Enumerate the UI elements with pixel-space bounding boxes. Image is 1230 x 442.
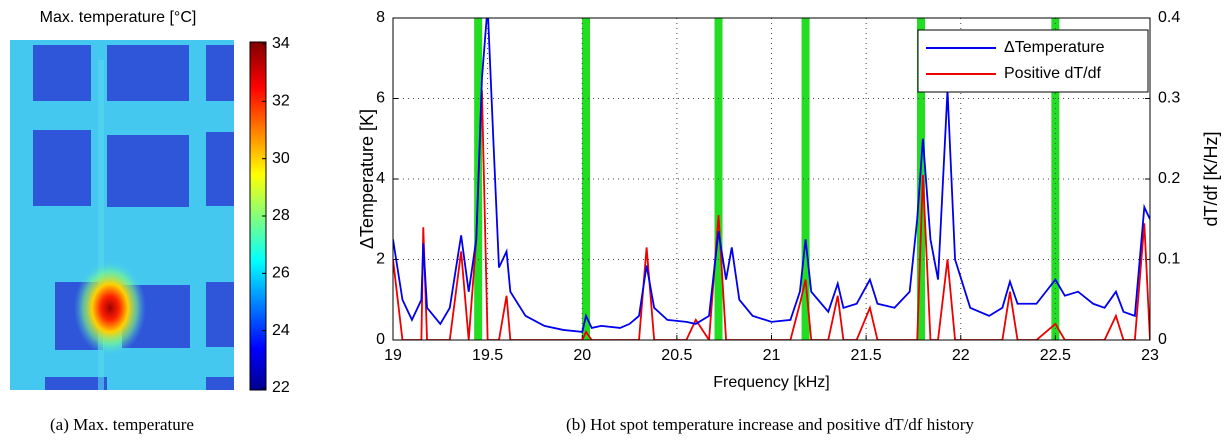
thermal-image	[10, 40, 234, 390]
image-title: Max. temperature [°C]	[40, 9, 197, 26]
x-tick-label: 22.5	[1040, 347, 1071, 364]
plot-lines	[393, 18, 1150, 340]
legend-label: ΔTemperature	[1004, 39, 1105, 56]
series-line	[393, 90, 1150, 340]
highlight-band	[582, 18, 591, 340]
legend-label: Positive dT/df	[1004, 65, 1101, 82]
y2-tick-label: 0.2	[1158, 170, 1180, 187]
colorbar-tick-label: 24	[272, 322, 290, 339]
y-tick-label: 6	[376, 90, 385, 107]
y2-tick-label: 0.1	[1158, 251, 1180, 268]
legend-box	[917, 29, 1149, 93]
y-tick-label: 8	[376, 9, 385, 26]
colorbar-tick-label: 32	[272, 93, 290, 110]
x-tick-label: 19.5	[472, 347, 503, 364]
x-tick-label: 20	[573, 347, 591, 364]
y-tick-label: 2	[376, 251, 385, 268]
y-axis-title: ΔTemperature [K]	[357, 109, 377, 249]
colorbar-tick-label: 34	[272, 35, 290, 52]
plot-frame	[392, 17, 1151, 341]
colorbar-tick-label: 30	[272, 150, 290, 167]
x-tick-label: 21.5	[851, 347, 882, 364]
x-axis-title: Frequency [kHz]	[713, 374, 829, 391]
x-tick-label: 22	[952, 347, 970, 364]
series-line	[393, 18, 1150, 333]
y2-tick-label: 0.3	[1158, 90, 1180, 107]
caption: (a) Max. temperature	[50, 415, 194, 434]
colorbar-tick-label: 26	[272, 265, 290, 282]
colorbar-tick-label: 22	[272, 379, 290, 396]
y2-tick-label: 0	[1158, 331, 1167, 348]
y-tick-label: 0	[376, 331, 385, 348]
colorbar-tick-label: 28	[272, 207, 290, 224]
y2-tick-label: 0.4	[1158, 9, 1180, 26]
y-tick-label: 4	[376, 170, 385, 187]
y2-axis-title: dT/df [K/Hz]	[1201, 131, 1221, 226]
x-tick-label: 19	[384, 347, 402, 364]
highlight-band	[917, 18, 926, 340]
x-tick-label: 20.5	[661, 347, 692, 364]
caption: (b) Hot spot temperature increase and po…	[566, 415, 974, 434]
x-tick-label: 23	[1141, 347, 1159, 364]
x-tick-label: 21	[763, 347, 781, 364]
highlight-band	[801, 18, 810, 340]
